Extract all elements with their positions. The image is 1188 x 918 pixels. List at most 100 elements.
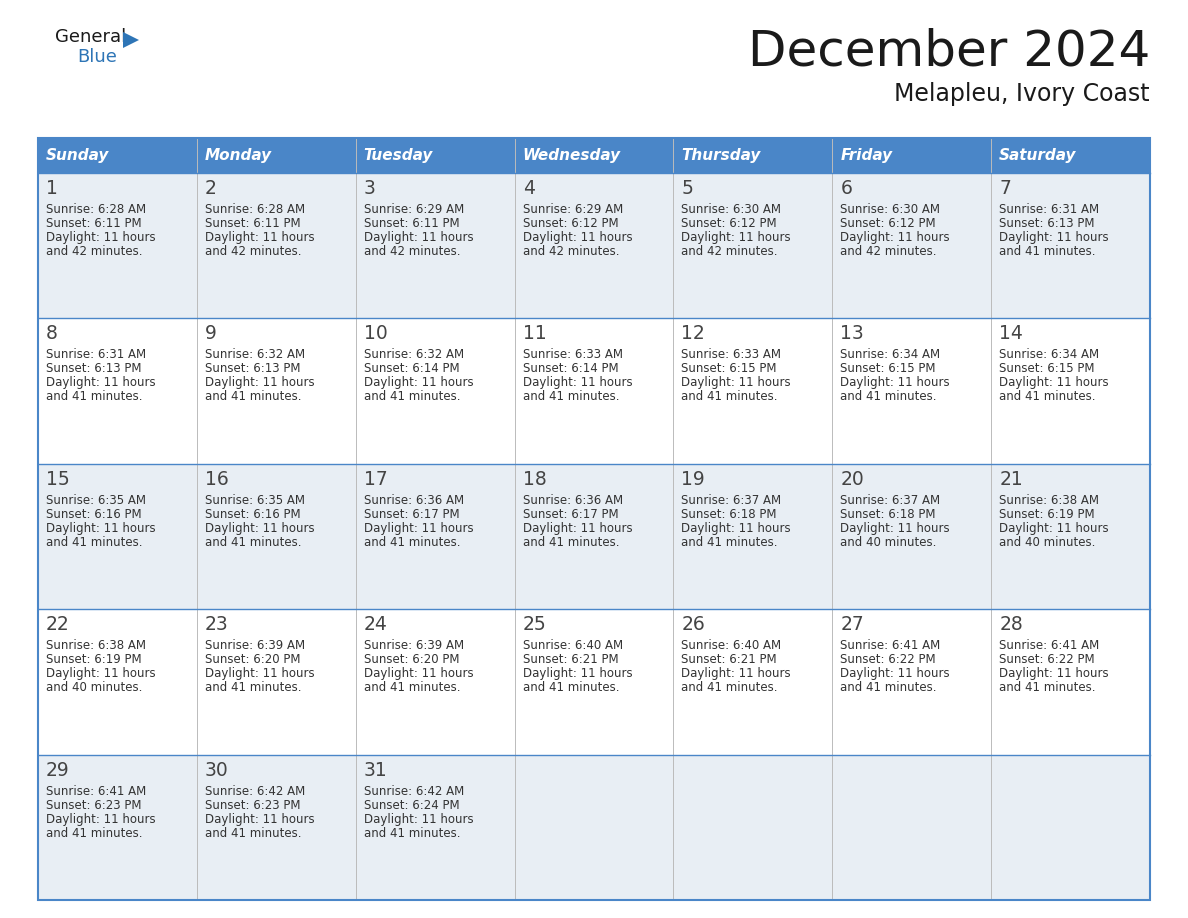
Text: and 40 minutes.: and 40 minutes. xyxy=(46,681,143,694)
Text: Sunrise: 6:32 AM: Sunrise: 6:32 AM xyxy=(204,349,305,362)
Text: Blue: Blue xyxy=(77,48,116,66)
Bar xyxy=(197,173,355,319)
Text: Sunrise: 6:39 AM: Sunrise: 6:39 AM xyxy=(364,639,463,652)
Text: 30: 30 xyxy=(204,761,228,779)
Text: 14: 14 xyxy=(999,324,1023,343)
Text: Sunrise: 6:36 AM: Sunrise: 6:36 AM xyxy=(523,494,623,507)
Text: Daylight: 11 hours: Daylight: 11 hours xyxy=(840,667,950,680)
Bar xyxy=(991,319,1150,464)
Text: Thursday: Thursday xyxy=(682,148,760,163)
Text: Sunrise: 6:37 AM: Sunrise: 6:37 AM xyxy=(840,494,941,507)
Text: 20: 20 xyxy=(840,470,864,488)
Text: Sunrise: 6:38 AM: Sunrise: 6:38 AM xyxy=(999,494,1099,507)
Text: Sunset: 6:14 PM: Sunset: 6:14 PM xyxy=(523,363,618,375)
Text: Daylight: 11 hours: Daylight: 11 hours xyxy=(682,376,791,389)
Text: Daylight: 11 hours: Daylight: 11 hours xyxy=(682,521,791,535)
Bar xyxy=(514,319,674,464)
Text: 21: 21 xyxy=(999,470,1023,488)
Text: and 41 minutes.: and 41 minutes. xyxy=(46,536,143,549)
Bar xyxy=(674,173,833,319)
Text: and 41 minutes.: and 41 minutes. xyxy=(999,390,1095,403)
Text: and 42 minutes.: and 42 minutes. xyxy=(840,245,937,258)
Bar xyxy=(197,610,355,755)
Text: and 42 minutes.: and 42 minutes. xyxy=(523,245,619,258)
Bar xyxy=(197,319,355,464)
Bar xyxy=(355,173,514,319)
Text: 19: 19 xyxy=(682,470,706,488)
Text: Sunset: 6:15 PM: Sunset: 6:15 PM xyxy=(682,363,777,375)
Text: Sunset: 6:18 PM: Sunset: 6:18 PM xyxy=(682,508,777,521)
Text: Sunset: 6:23 PM: Sunset: 6:23 PM xyxy=(46,799,141,812)
Bar xyxy=(833,610,991,755)
Text: Daylight: 11 hours: Daylight: 11 hours xyxy=(204,231,315,244)
Text: 13: 13 xyxy=(840,324,864,343)
Text: 10: 10 xyxy=(364,324,387,343)
Text: Daylight: 11 hours: Daylight: 11 hours xyxy=(46,812,156,825)
Text: Daylight: 11 hours: Daylight: 11 hours xyxy=(523,667,632,680)
Text: Sunset: 6:21 PM: Sunset: 6:21 PM xyxy=(682,654,777,666)
Text: 5: 5 xyxy=(682,179,694,198)
Text: 16: 16 xyxy=(204,470,228,488)
Text: Daylight: 11 hours: Daylight: 11 hours xyxy=(840,231,950,244)
Text: Sunset: 6:13 PM: Sunset: 6:13 PM xyxy=(999,217,1094,230)
Text: Sunrise: 6:42 AM: Sunrise: 6:42 AM xyxy=(204,785,305,798)
Text: and 41 minutes.: and 41 minutes. xyxy=(204,681,302,694)
Text: 27: 27 xyxy=(840,615,864,634)
Text: Sunset: 6:24 PM: Sunset: 6:24 PM xyxy=(364,799,460,812)
Text: 8: 8 xyxy=(46,324,58,343)
Text: Daylight: 11 hours: Daylight: 11 hours xyxy=(999,376,1108,389)
Text: and 41 minutes.: and 41 minutes. xyxy=(523,681,619,694)
Text: Sunrise: 6:30 AM: Sunrise: 6:30 AM xyxy=(840,203,940,216)
Bar xyxy=(197,755,355,900)
Text: 28: 28 xyxy=(999,615,1023,634)
Text: Daylight: 11 hours: Daylight: 11 hours xyxy=(364,231,473,244)
Text: Sunrise: 6:29 AM: Sunrise: 6:29 AM xyxy=(364,203,465,216)
Text: 29: 29 xyxy=(46,761,70,779)
Text: 17: 17 xyxy=(364,470,387,488)
Text: 9: 9 xyxy=(204,324,216,343)
Text: Sunset: 6:11 PM: Sunset: 6:11 PM xyxy=(364,217,460,230)
Bar xyxy=(674,755,833,900)
Text: Sunset: 6:20 PM: Sunset: 6:20 PM xyxy=(364,654,460,666)
Text: Sunrise: 6:35 AM: Sunrise: 6:35 AM xyxy=(204,494,305,507)
Bar xyxy=(514,138,674,173)
Text: Sunrise: 6:40 AM: Sunrise: 6:40 AM xyxy=(682,639,782,652)
Text: Daylight: 11 hours: Daylight: 11 hours xyxy=(840,521,950,535)
Text: Daylight: 11 hours: Daylight: 11 hours xyxy=(999,667,1108,680)
Bar xyxy=(674,138,833,173)
Bar xyxy=(674,319,833,464)
Text: Sunset: 6:18 PM: Sunset: 6:18 PM xyxy=(840,508,936,521)
Bar xyxy=(514,610,674,755)
Bar xyxy=(674,610,833,755)
Text: and 42 minutes.: and 42 minutes. xyxy=(46,245,143,258)
Text: 3: 3 xyxy=(364,179,375,198)
Text: Daylight: 11 hours: Daylight: 11 hours xyxy=(204,812,315,825)
Text: Daylight: 11 hours: Daylight: 11 hours xyxy=(364,667,473,680)
Text: Sunset: 6:11 PM: Sunset: 6:11 PM xyxy=(204,217,301,230)
Text: Daylight: 11 hours: Daylight: 11 hours xyxy=(204,376,315,389)
Text: and 41 minutes.: and 41 minutes. xyxy=(364,536,460,549)
Text: Sunrise: 6:41 AM: Sunrise: 6:41 AM xyxy=(840,639,941,652)
Text: and 41 minutes.: and 41 minutes. xyxy=(46,826,143,840)
Text: 2: 2 xyxy=(204,179,216,198)
Text: Sunrise: 6:41 AM: Sunrise: 6:41 AM xyxy=(999,639,1099,652)
Bar xyxy=(355,755,514,900)
Text: Monday: Monday xyxy=(204,148,272,163)
Bar xyxy=(991,173,1150,319)
Text: 18: 18 xyxy=(523,470,546,488)
Text: 25: 25 xyxy=(523,615,546,634)
Bar xyxy=(674,464,833,610)
Text: 15: 15 xyxy=(46,470,70,488)
Text: Sunrise: 6:33 AM: Sunrise: 6:33 AM xyxy=(682,349,782,362)
Text: Sunset: 6:12 PM: Sunset: 6:12 PM xyxy=(840,217,936,230)
Text: and 41 minutes.: and 41 minutes. xyxy=(204,390,302,403)
Text: and 41 minutes.: and 41 minutes. xyxy=(523,536,619,549)
Text: and 41 minutes.: and 41 minutes. xyxy=(682,681,778,694)
Text: and 41 minutes.: and 41 minutes. xyxy=(204,826,302,840)
Text: Sunset: 6:12 PM: Sunset: 6:12 PM xyxy=(682,217,777,230)
Text: and 41 minutes.: and 41 minutes. xyxy=(999,681,1095,694)
Bar xyxy=(991,755,1150,900)
Text: Daylight: 11 hours: Daylight: 11 hours xyxy=(364,812,473,825)
Text: Daylight: 11 hours: Daylight: 11 hours xyxy=(204,521,315,535)
Text: 1: 1 xyxy=(46,179,58,198)
